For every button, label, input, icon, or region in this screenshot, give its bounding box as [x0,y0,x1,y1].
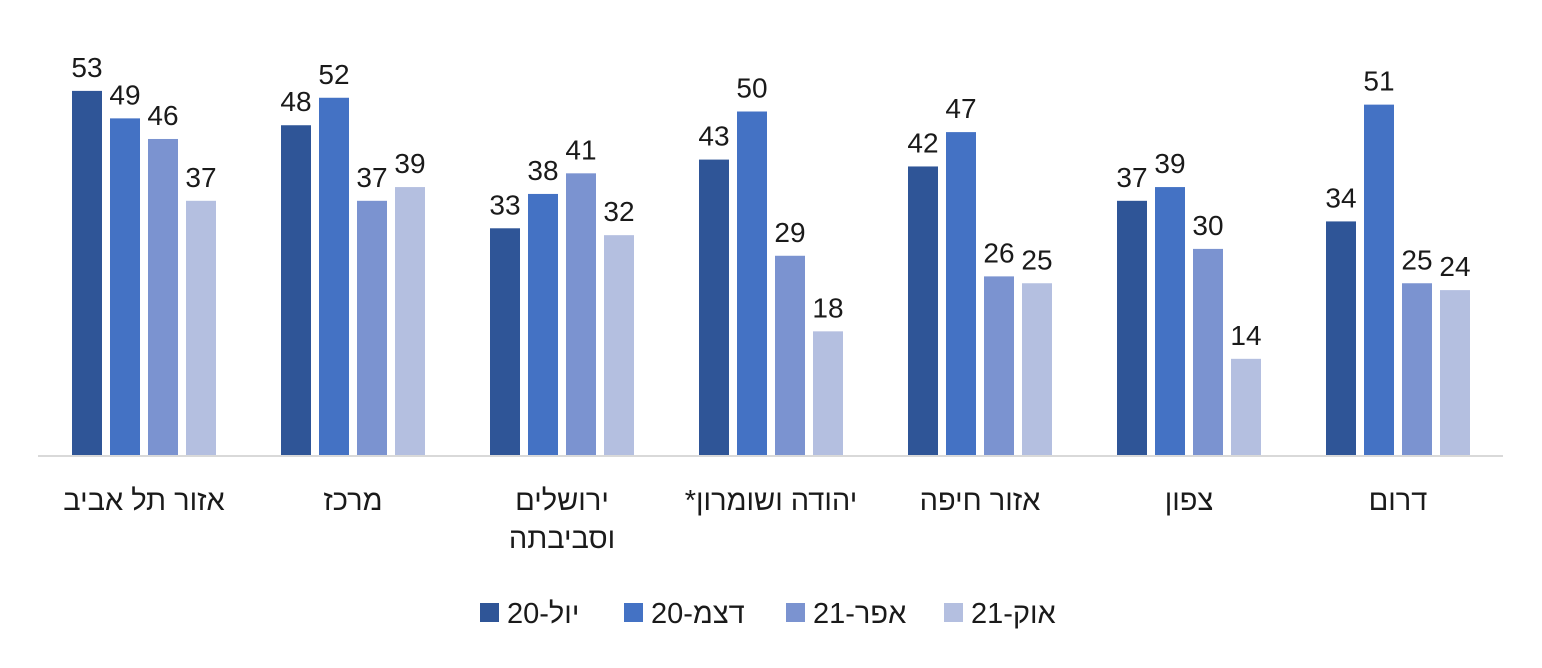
category-label: ירושלים [515,485,609,517]
data-label: 48 [280,86,311,117]
bar [490,228,520,455]
legend-swatch [786,603,805,622]
bar [1193,248,1223,455]
bar [775,255,805,455]
bar [395,187,425,455]
bar [357,200,387,455]
bar [604,235,634,455]
data-label: 25 [1021,244,1052,275]
data-label: 26 [983,237,1014,268]
bar [908,166,938,455]
data-label: 14 [1230,320,1261,351]
bar [1022,283,1052,455]
data-label: 52 [318,59,349,90]
data-label: 51 [1363,66,1394,97]
category-label: אזור חיפה [920,485,1041,517]
data-label: 25 [1401,244,1432,275]
data-label: 37 [356,162,387,193]
bar [110,118,140,456]
bar [1364,104,1394,455]
legend-label: אפר-21 [813,598,906,630]
bars-group [72,90,1470,456]
category-label: דרום [1369,485,1428,517]
legend-swatch [944,603,963,622]
bar [1440,290,1470,455]
bar [946,132,976,456]
bar [566,173,596,455]
data-label: 24 [1439,251,1470,282]
data-label: 43 [698,121,729,152]
bar [1117,200,1147,455]
data-label: 39 [1154,148,1185,179]
data-label: 53 [71,52,102,83]
legend-label: יול-20 [507,598,579,630]
data-label: 49 [109,79,140,110]
bar [148,138,178,456]
data-label: 42 [907,127,938,158]
data-label: 33 [489,189,520,220]
category-label: אזור תל אביב [63,485,224,517]
bar [699,159,729,455]
bar [186,200,216,455]
category-label: יהודה ושומרון* [685,485,858,517]
data-label: 37 [185,162,216,193]
legend-label: אוק-21 [971,598,1056,630]
bar [1231,358,1261,455]
data-label: 41 [565,134,596,165]
bar [984,276,1014,455]
data-label: 46 [147,100,178,131]
category-labels-group: אזור תל אביב מרכז ירושלים וסביבתה יהודה ושומ… [63,485,1427,555]
data-label: 47 [945,93,976,124]
legend-swatch [624,603,643,622]
bar [528,193,558,455]
bar [737,111,767,455]
legend-swatch [480,603,499,622]
bar [319,97,349,455]
legend: יול-20 דצמ-20 אפר-21 אוק-21 [480,598,1056,630]
data-label: 50 [736,73,767,104]
bar [72,90,102,455]
data-label: 37 [1116,162,1147,193]
data-label: 34 [1325,182,1356,213]
category-label: מרכז [323,485,382,517]
data-label: 18 [812,292,843,323]
bar [813,331,843,455]
bar [1155,187,1185,455]
bar [1326,221,1356,455]
category-label: צפון [1165,485,1214,517]
data-label: 30 [1192,210,1223,241]
data-label: 32 [603,196,634,227]
category-label: וסביבתה [509,523,615,555]
data-label: 39 [394,148,425,179]
bar [281,125,311,456]
bar [1402,283,1432,455]
data-label: 29 [774,217,805,248]
legend-label: דצמ-20 [651,598,745,630]
data-label: 38 [527,155,558,186]
